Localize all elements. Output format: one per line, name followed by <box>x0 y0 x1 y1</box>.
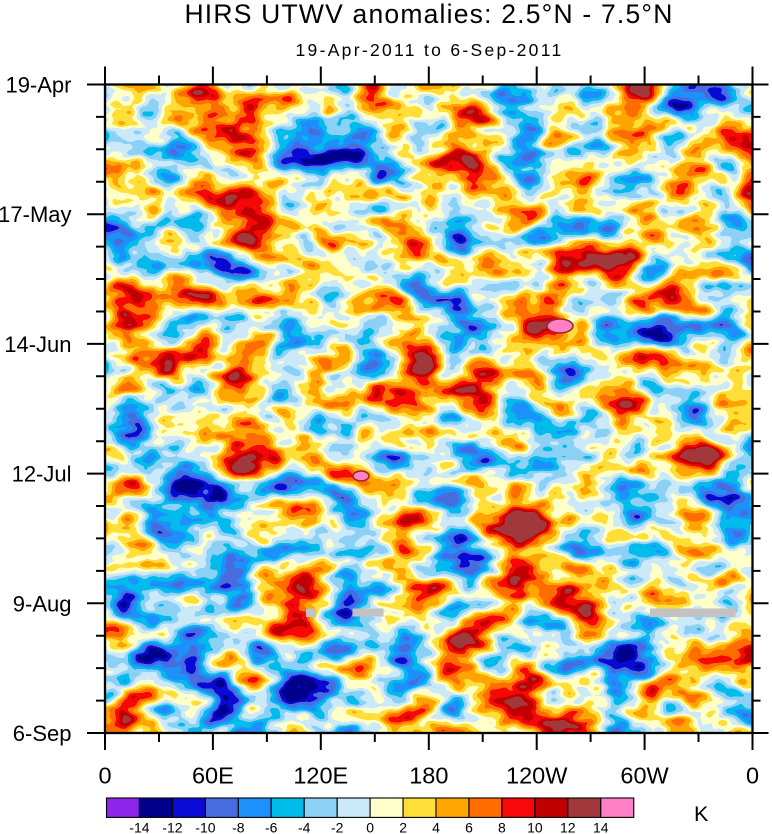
svg-text:19-Apr-2011 to 6-Sep-2011: 19-Apr-2011 to 6-Sep-2011 <box>296 40 564 60</box>
svg-text:6: 6 <box>465 819 473 834</box>
svg-text:19-Apr: 19-Apr <box>5 73 71 98</box>
svg-text:0: 0 <box>98 763 111 789</box>
svg-text:12: 12 <box>560 819 576 834</box>
svg-text:-8: -8 <box>232 819 245 834</box>
svg-text:2: 2 <box>399 819 407 834</box>
svg-text:10: 10 <box>527 819 543 834</box>
svg-text:-2: -2 <box>331 819 344 834</box>
svg-text:8: 8 <box>498 819 506 834</box>
svg-text:60E: 60E <box>192 763 234 789</box>
svg-text:6-Sep: 6-Sep <box>13 721 72 746</box>
svg-text:0: 0 <box>366 819 374 834</box>
svg-text:60W: 60W <box>620 763 669 789</box>
svg-text:-14: -14 <box>129 819 149 834</box>
svg-text:14-Jun: 14-Jun <box>4 332 71 357</box>
svg-text:4: 4 <box>432 819 440 834</box>
svg-text:9-Aug: 9-Aug <box>13 591 72 616</box>
svg-text:0: 0 <box>746 763 759 789</box>
svg-text:-12: -12 <box>162 819 182 834</box>
svg-text:-6: -6 <box>265 819 278 834</box>
svg-text:180: 180 <box>409 763 448 789</box>
svg-text:120E: 120E <box>293 763 348 789</box>
svg-text:-4: -4 <box>298 819 311 834</box>
svg-text:K: K <box>694 802 709 826</box>
svg-text:17-May: 17-May <box>0 202 72 227</box>
svg-text:120W: 120W <box>506 763 568 789</box>
svg-text:-10: -10 <box>195 819 215 834</box>
svg-text:14: 14 <box>593 819 609 834</box>
svg-text:12-Jul: 12-Jul <box>12 462 72 487</box>
svg-text:HIRS UTWV anomalies: 2.5°N - 7: HIRS UTWV anomalies: 2.5°N - 7.5°N <box>184 0 673 29</box>
